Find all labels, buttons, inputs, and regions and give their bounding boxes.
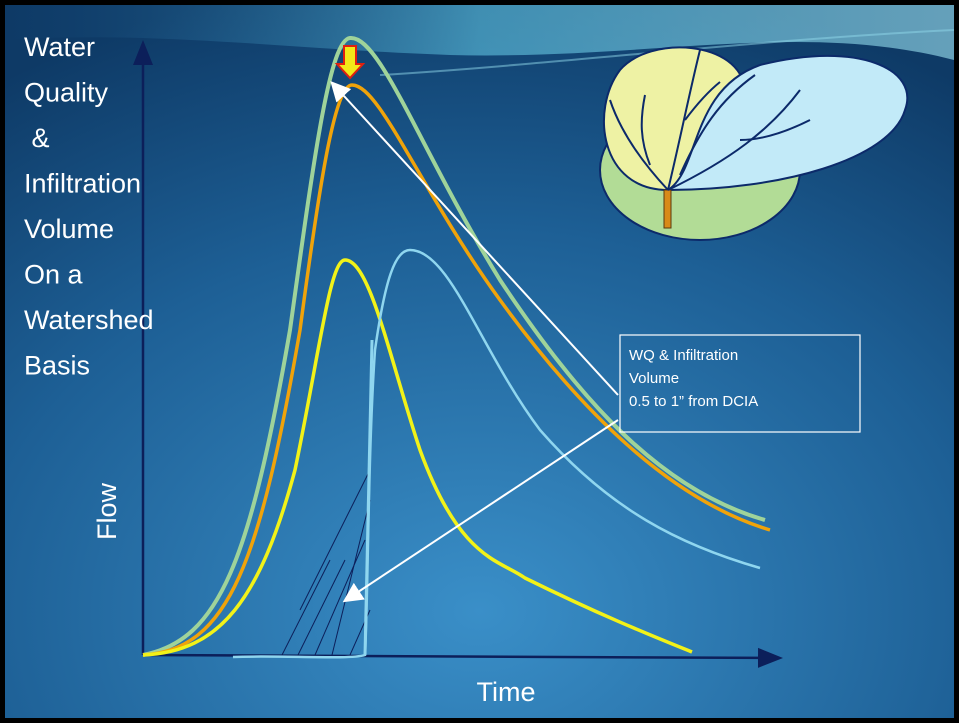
title-line: Watershed (24, 305, 154, 335)
callout-text: WQ & Infiltration (629, 347, 738, 364)
title-line: Infiltration (24, 169, 141, 199)
title-line: Basis (24, 351, 90, 381)
callout-text: Volume (629, 370, 679, 387)
title-line: Water (24, 32, 95, 62)
title-line: & (24, 123, 50, 153)
x-axis-label: Time (477, 677, 536, 707)
title-line: Volume (24, 214, 114, 244)
title-line: Quality (24, 78, 109, 108)
slide: WQ & Infiltration Volume 0.5 to 1” from … (0, 0, 959, 723)
y-axis-label: Flow (92, 482, 122, 540)
title-line: On a (24, 260, 84, 290)
callout-text: 0.5 to 1” from DCIA (629, 393, 758, 410)
